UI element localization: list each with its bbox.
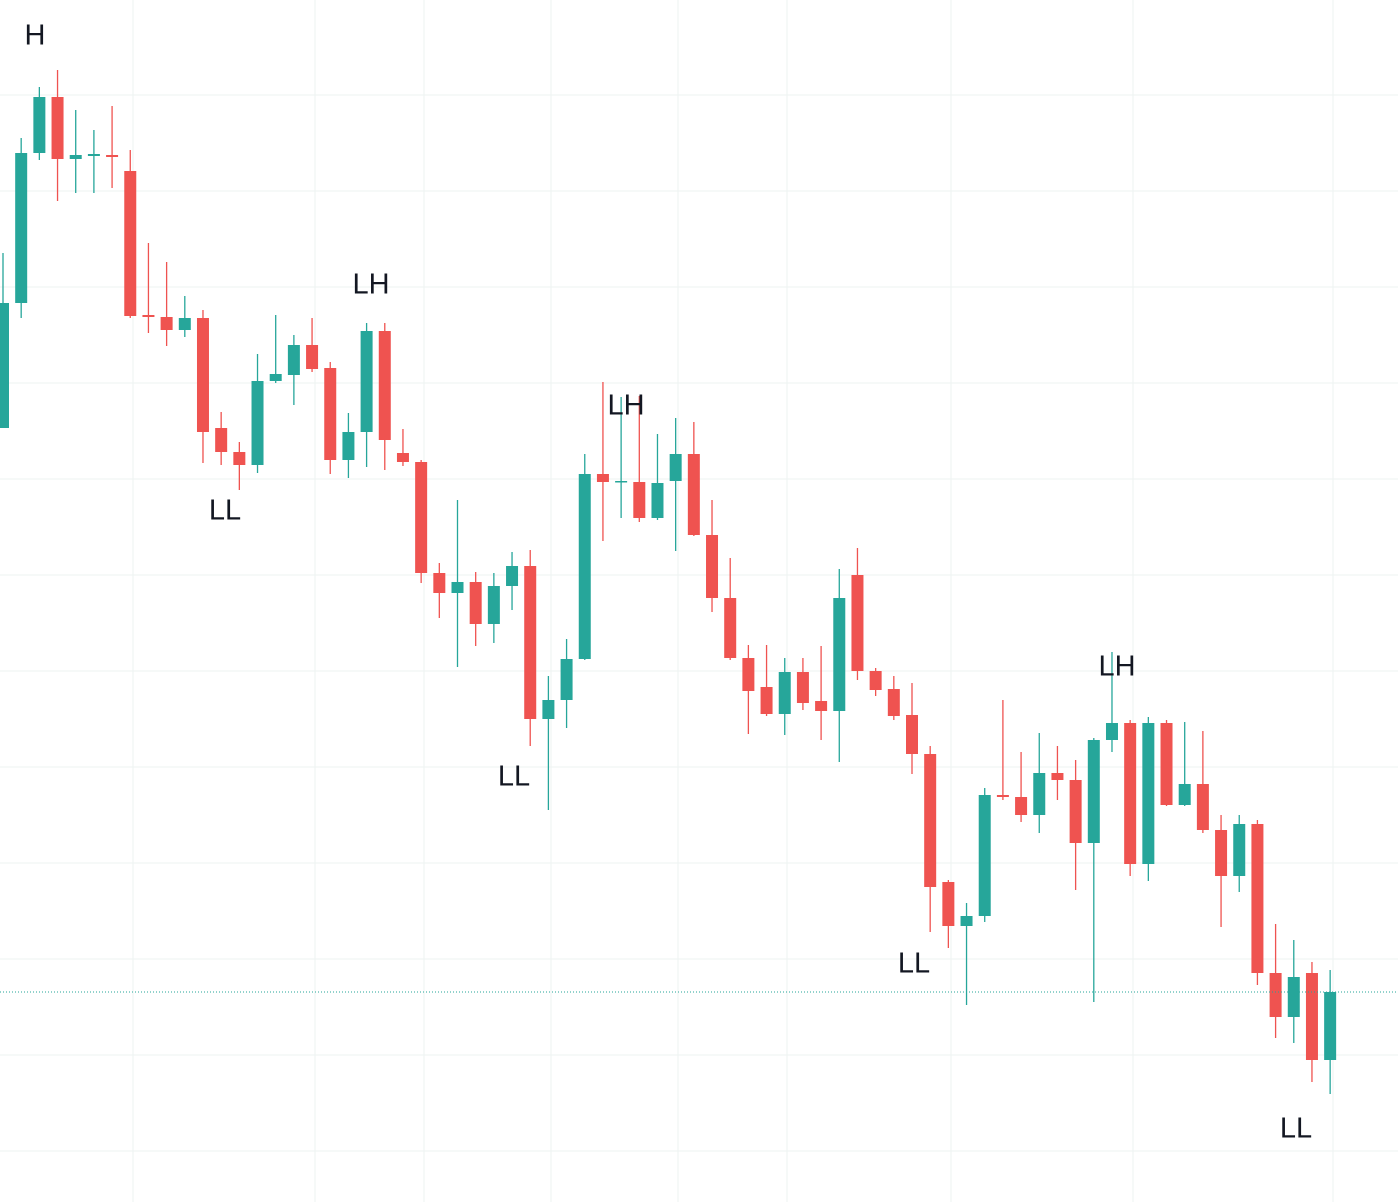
candle-body — [506, 566, 519, 586]
candle-body — [451, 582, 464, 593]
candle-body — [1269, 973, 1282, 1017]
candle-body — [1233, 824, 1246, 876]
candle-body — [669, 454, 682, 481]
candle-body — [1178, 784, 1191, 805]
candle-body — [196, 318, 209, 432]
candle-body — [178, 318, 191, 330]
candle-body — [887, 689, 900, 716]
candle-body — [1305, 973, 1318, 1060]
candle-body — [724, 598, 737, 658]
candle-body — [324, 368, 337, 460]
candle-body — [633, 482, 646, 518]
candle-body — [1087, 740, 1100, 843]
candle-body — [251, 381, 264, 465]
candle-body — [415, 462, 428, 573]
annotation: LH — [1098, 651, 1135, 683]
candle-body — [87, 154, 100, 156]
candle-body — [778, 672, 791, 714]
candle-body — [1142, 723, 1155, 864]
candle-body — [706, 535, 719, 598]
candle-body — [1033, 773, 1046, 815]
candle-body — [924, 754, 937, 887]
candle-body — [0, 303, 9, 428]
candle-body — [1069, 780, 1082, 843]
candle-body — [906, 715, 918, 754]
candle-body — [651, 483, 664, 518]
candle-body — [215, 428, 228, 452]
candle-body — [51, 97, 64, 159]
candle-body — [615, 481, 628, 483]
candle-body — [978, 795, 991, 916]
candle-body — [233, 452, 246, 465]
candle-body — [142, 315, 155, 317]
candle-body — [69, 155, 82, 159]
candle-body — [1051, 773, 1064, 780]
candle-body — [1124, 723, 1137, 864]
candle-body — [833, 598, 846, 711]
candle-body — [1105, 723, 1118, 740]
candle-body — [360, 331, 373, 432]
candle-body — [596, 474, 609, 482]
candle-body — [760, 687, 773, 714]
candle-body — [560, 659, 573, 700]
candle-body — [15, 153, 28, 303]
candle-body — [524, 566, 537, 719]
candle-body — [687, 454, 700, 535]
candle-body — [124, 171, 137, 316]
annotation: LH — [607, 390, 644, 422]
annotation: LL — [898, 948, 930, 980]
candle-body — [469, 582, 482, 624]
annotation: LL — [1280, 1113, 1312, 1145]
candle-body — [1196, 784, 1209, 830]
candle-body — [996, 795, 1009, 797]
candle-body — [1160, 723, 1173, 805]
candle-body — [106, 155, 119, 157]
candle-body — [796, 672, 809, 703]
vertical-grid — [132, 0, 1334, 1202]
candle-body — [433, 573, 446, 593]
candle-body — [33, 97, 46, 153]
candle-body — [378, 331, 391, 440]
candle-body — [342, 432, 355, 460]
annotation: H — [25, 20, 46, 52]
candle-body — [869, 671, 882, 690]
candle-body — [851, 575, 864, 671]
candle-body — [960, 916, 973, 926]
candle-body — [306, 345, 319, 369]
candle-body — [1015, 797, 1028, 815]
candle-body — [1287, 977, 1300, 1017]
annotation: LH — [352, 269, 389, 301]
candle-body — [1251, 824, 1264, 973]
annotation: LL — [498, 761, 530, 793]
candle-body — [942, 882, 955, 926]
candle-body — [287, 345, 300, 375]
candle-body — [1324, 992, 1337, 1060]
candle-body — [1215, 830, 1228, 876]
candle-body — [160, 317, 173, 330]
annotation: LL — [209, 495, 241, 527]
candle-body — [542, 700, 555, 719]
candle-body — [578, 474, 591, 659]
candle-body — [269, 374, 282, 381]
candle-body — [487, 586, 500, 624]
candle-body — [742, 658, 755, 691]
candle-body — [396, 453, 409, 462]
candle-body — [815, 701, 828, 711]
